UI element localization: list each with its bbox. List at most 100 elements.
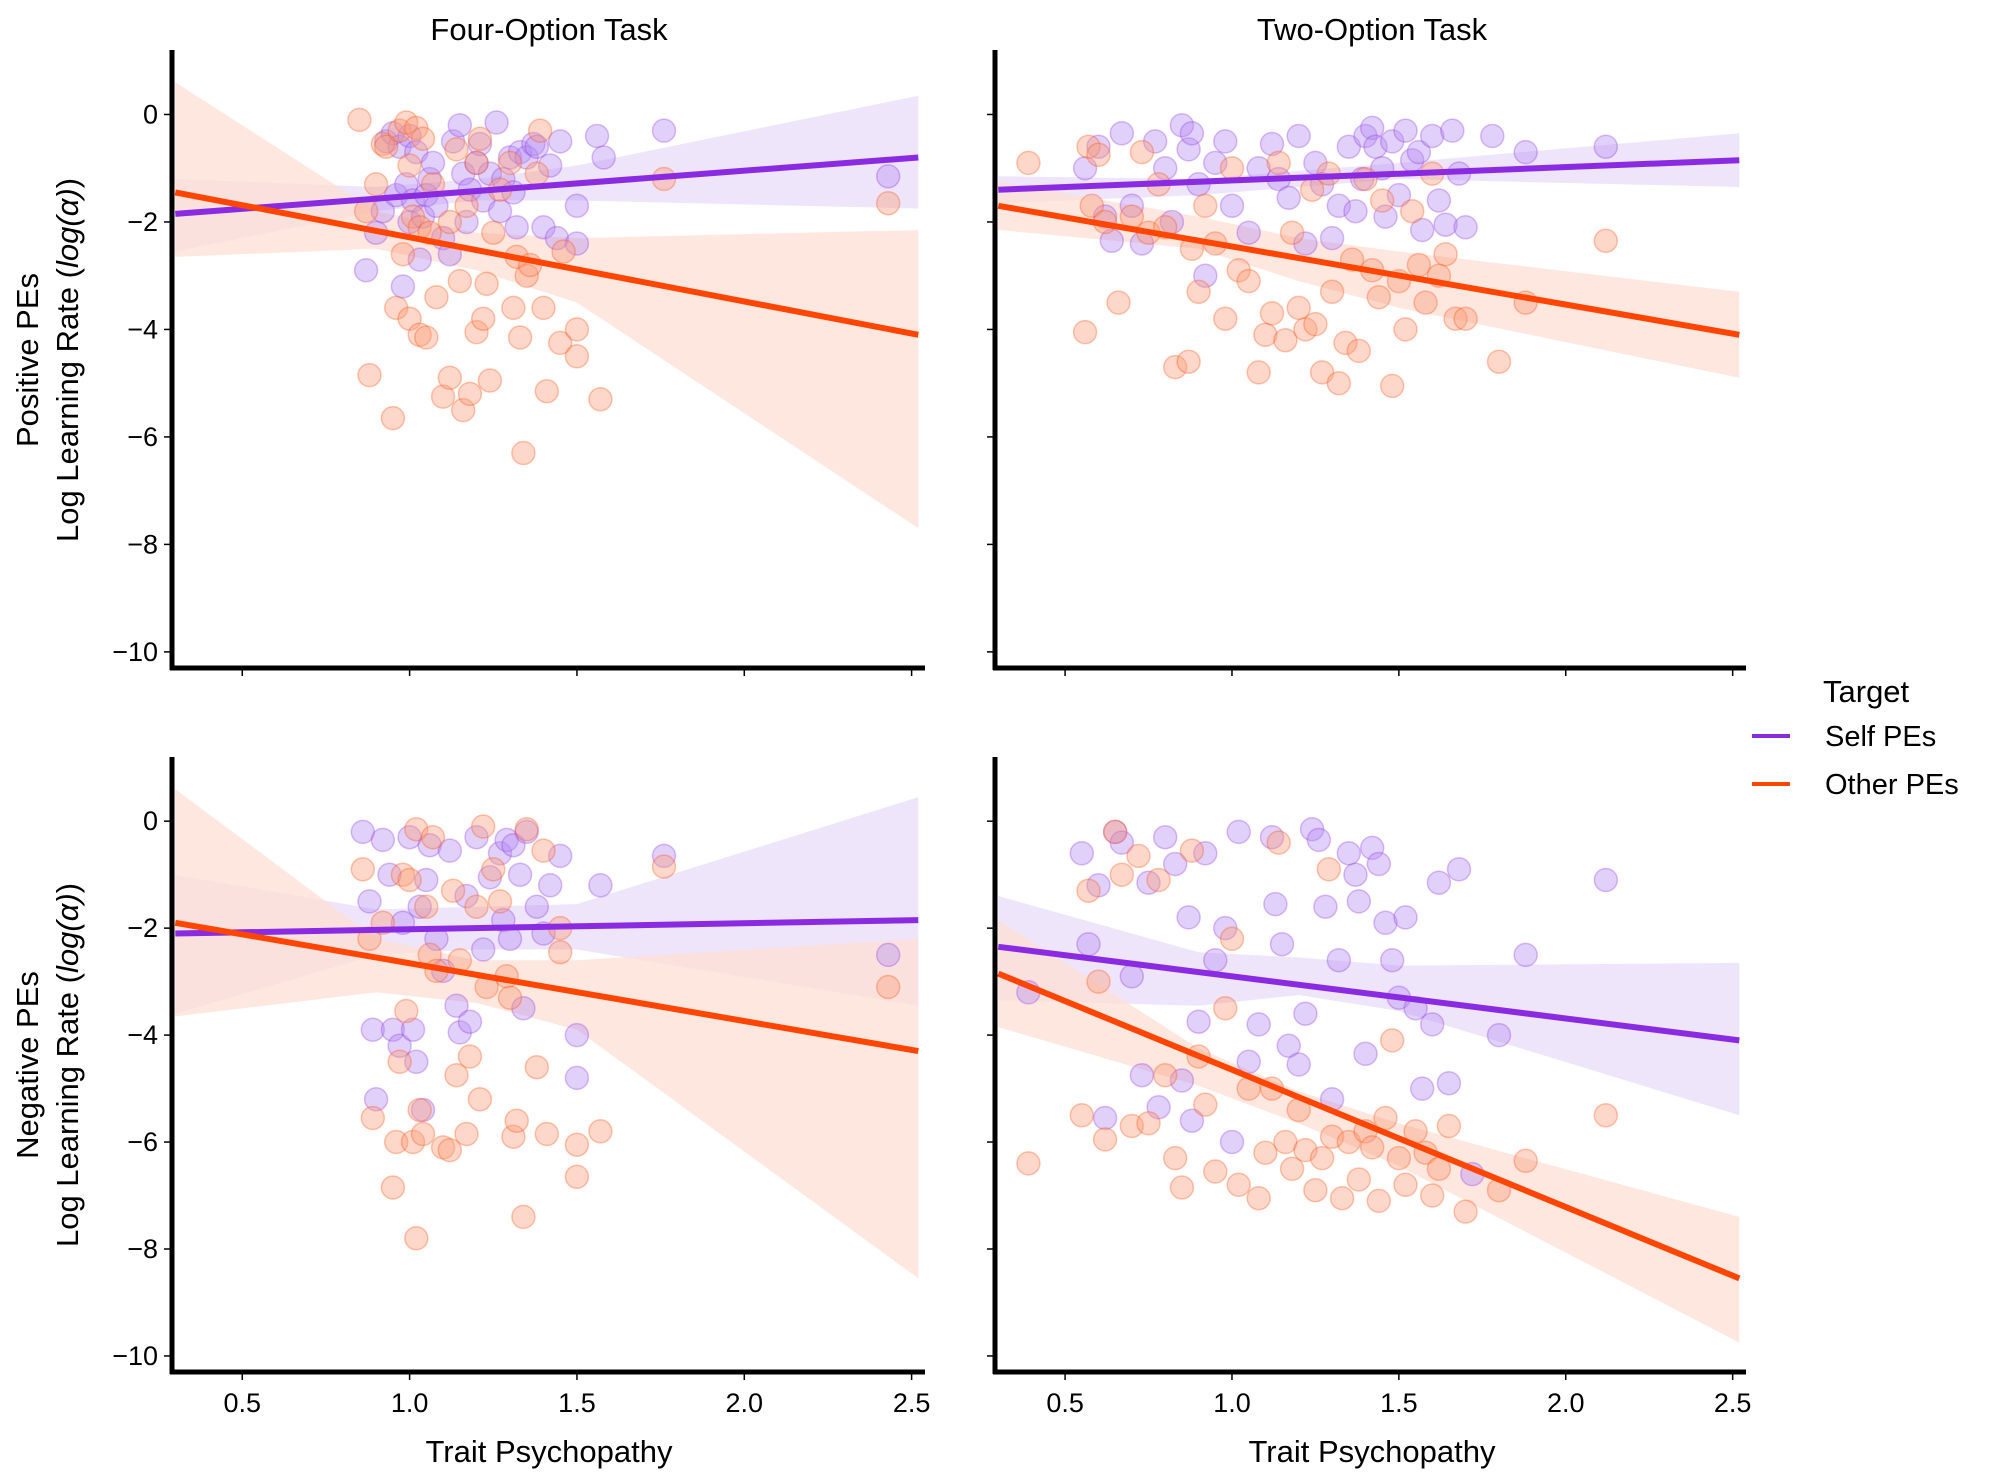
point-self-pes: [1286, 1052, 1311, 1077]
point-other-pes: [424, 284, 449, 310]
point-self-pes: [1219, 1129, 1245, 1155]
point-other-pes: [1293, 1137, 1318, 1163]
point-other-pes: [1453, 1199, 1478, 1224]
point-other-pes: [527, 118, 553, 143]
point-other-pes: [397, 867, 422, 893]
point-other-pes: [564, 317, 590, 342]
point-self-pes: [521, 131, 546, 157]
point-other-pes: [1102, 819, 1128, 845]
point-other-pes: [447, 268, 473, 294]
point-self-pes: [380, 1017, 406, 1042]
point-self-pes: [373, 129, 399, 154]
point-other-pes: [1346, 1167, 1372, 1192]
point-other-pes: [1433, 241, 1458, 267]
point-other-pes: [1266, 150, 1291, 176]
point-self-pes: [477, 865, 503, 890]
point-other-pes: [370, 131, 396, 157]
point-other-pes: [387, 1049, 412, 1075]
point-self-pes: [1436, 1070, 1462, 1096]
point-self-pes: [1263, 891, 1288, 917]
point-other-pes: [1136, 1111, 1161, 1136]
point-other-pes: [444, 1062, 469, 1088]
point-self-pes: [1299, 816, 1325, 842]
point-other-pes: [394, 998, 419, 1024]
legend-label-other: Other PEs: [1825, 769, 1959, 801]
point-self-pes: [514, 145, 539, 170]
point-self-pes: [1513, 942, 1538, 968]
point-other-pes: [501, 1124, 526, 1149]
point-other-pes: [380, 405, 406, 431]
point-other-pes: [1326, 370, 1352, 396]
point-self-pes: [1326, 193, 1352, 219]
point-other-pes: [440, 878, 466, 903]
point-other-pes: [470, 814, 496, 839]
point-other-pes: [1179, 838, 1205, 863]
point-self-pes: [363, 1087, 389, 1112]
point-other-pes: [481, 857, 506, 882]
point-other-pes: [1072, 319, 1098, 345]
point-other-pes: [467, 126, 493, 151]
point-other-pes: [1279, 220, 1305, 245]
point-other-pes: [1253, 322, 1278, 348]
point-self-pes: [1246, 1012, 1271, 1037]
point-self-pes: [477, 161, 503, 186]
point-other-pes: [437, 1137, 463, 1163]
point-self-pes: [464, 824, 489, 850]
point-self-pes: [497, 145, 523, 170]
point-other-pes: [588, 387, 613, 412]
point-self-pes: [494, 827, 519, 853]
point-self-pes: [1259, 131, 1285, 157]
point-self-pes: [1453, 215, 1478, 240]
point-other-pes: [514, 263, 539, 288]
point-self-pes: [1593, 134, 1619, 159]
point-self-pes: [1152, 155, 1178, 181]
y-tick-label: −10: [112, 1341, 158, 1371]
point-self-pes: [410, 1097, 436, 1123]
y-tick-label: −6: [127, 422, 158, 452]
x-tick-label: 0.5: [1046, 1388, 1084, 1418]
point-self-pes: [1359, 115, 1385, 141]
point-other-pes: [430, 384, 456, 409]
point-other-pes: [1286, 295, 1311, 321]
point-other-pes: [1152, 1062, 1178, 1088]
point-other-pes: [1213, 996, 1238, 1021]
point-other-pes: [1246, 1185, 1271, 1211]
point-self-pes: [437, 838, 463, 863]
y-tick-label: −2: [127, 207, 158, 237]
point-self-pes: [1176, 905, 1201, 930]
point-other-pes: [531, 838, 556, 863]
point-other-pes: [407, 1097, 432, 1123]
x-tick-label: 1.0: [1213, 1388, 1251, 1418]
point-self-pes: [1433, 212, 1458, 237]
x-tick-label: 0.5: [224, 1388, 262, 1418]
point-self-pes: [390, 274, 416, 299]
point-self-pes: [547, 843, 573, 869]
point-other-pes: [547, 330, 573, 356]
point-self-pes: [1409, 217, 1435, 243]
point-self-pes: [1426, 870, 1452, 895]
point-other-pes: [1303, 1177, 1328, 1203]
point-other-pes: [1316, 857, 1342, 882]
point-other-pes: [1186, 279, 1211, 305]
point-self-pes: [511, 996, 536, 1021]
point-self-pes: [467, 131, 493, 157]
point-other-pes: [407, 322, 432, 348]
point-self-pes: [1179, 121, 1205, 146]
point-other-pes: [404, 816, 429, 842]
point-other-pes: [564, 1132, 590, 1157]
point-other-pes: [1086, 142, 1111, 168]
xlabel-left: Trait Psychopathy: [426, 1434, 673, 1469]
point-other-pes: [457, 381, 483, 407]
point-other-pes: [1379, 373, 1405, 399]
point-other-pes: [390, 241, 416, 267]
point-self-pes: [1109, 121, 1135, 146]
point-self-pes: [514, 819, 539, 845]
point-self-pes: [1176, 137, 1201, 162]
point-self-pes: [400, 1017, 426, 1042]
point-other-pes: [1393, 1172, 1418, 1198]
y-tick-label: −10: [112, 637, 158, 667]
point-self-pes: [1186, 1009, 1211, 1034]
point-self-pes: [1326, 947, 1352, 973]
point-other-pes: [1236, 268, 1261, 294]
point-other-pes: [1246, 360, 1271, 385]
